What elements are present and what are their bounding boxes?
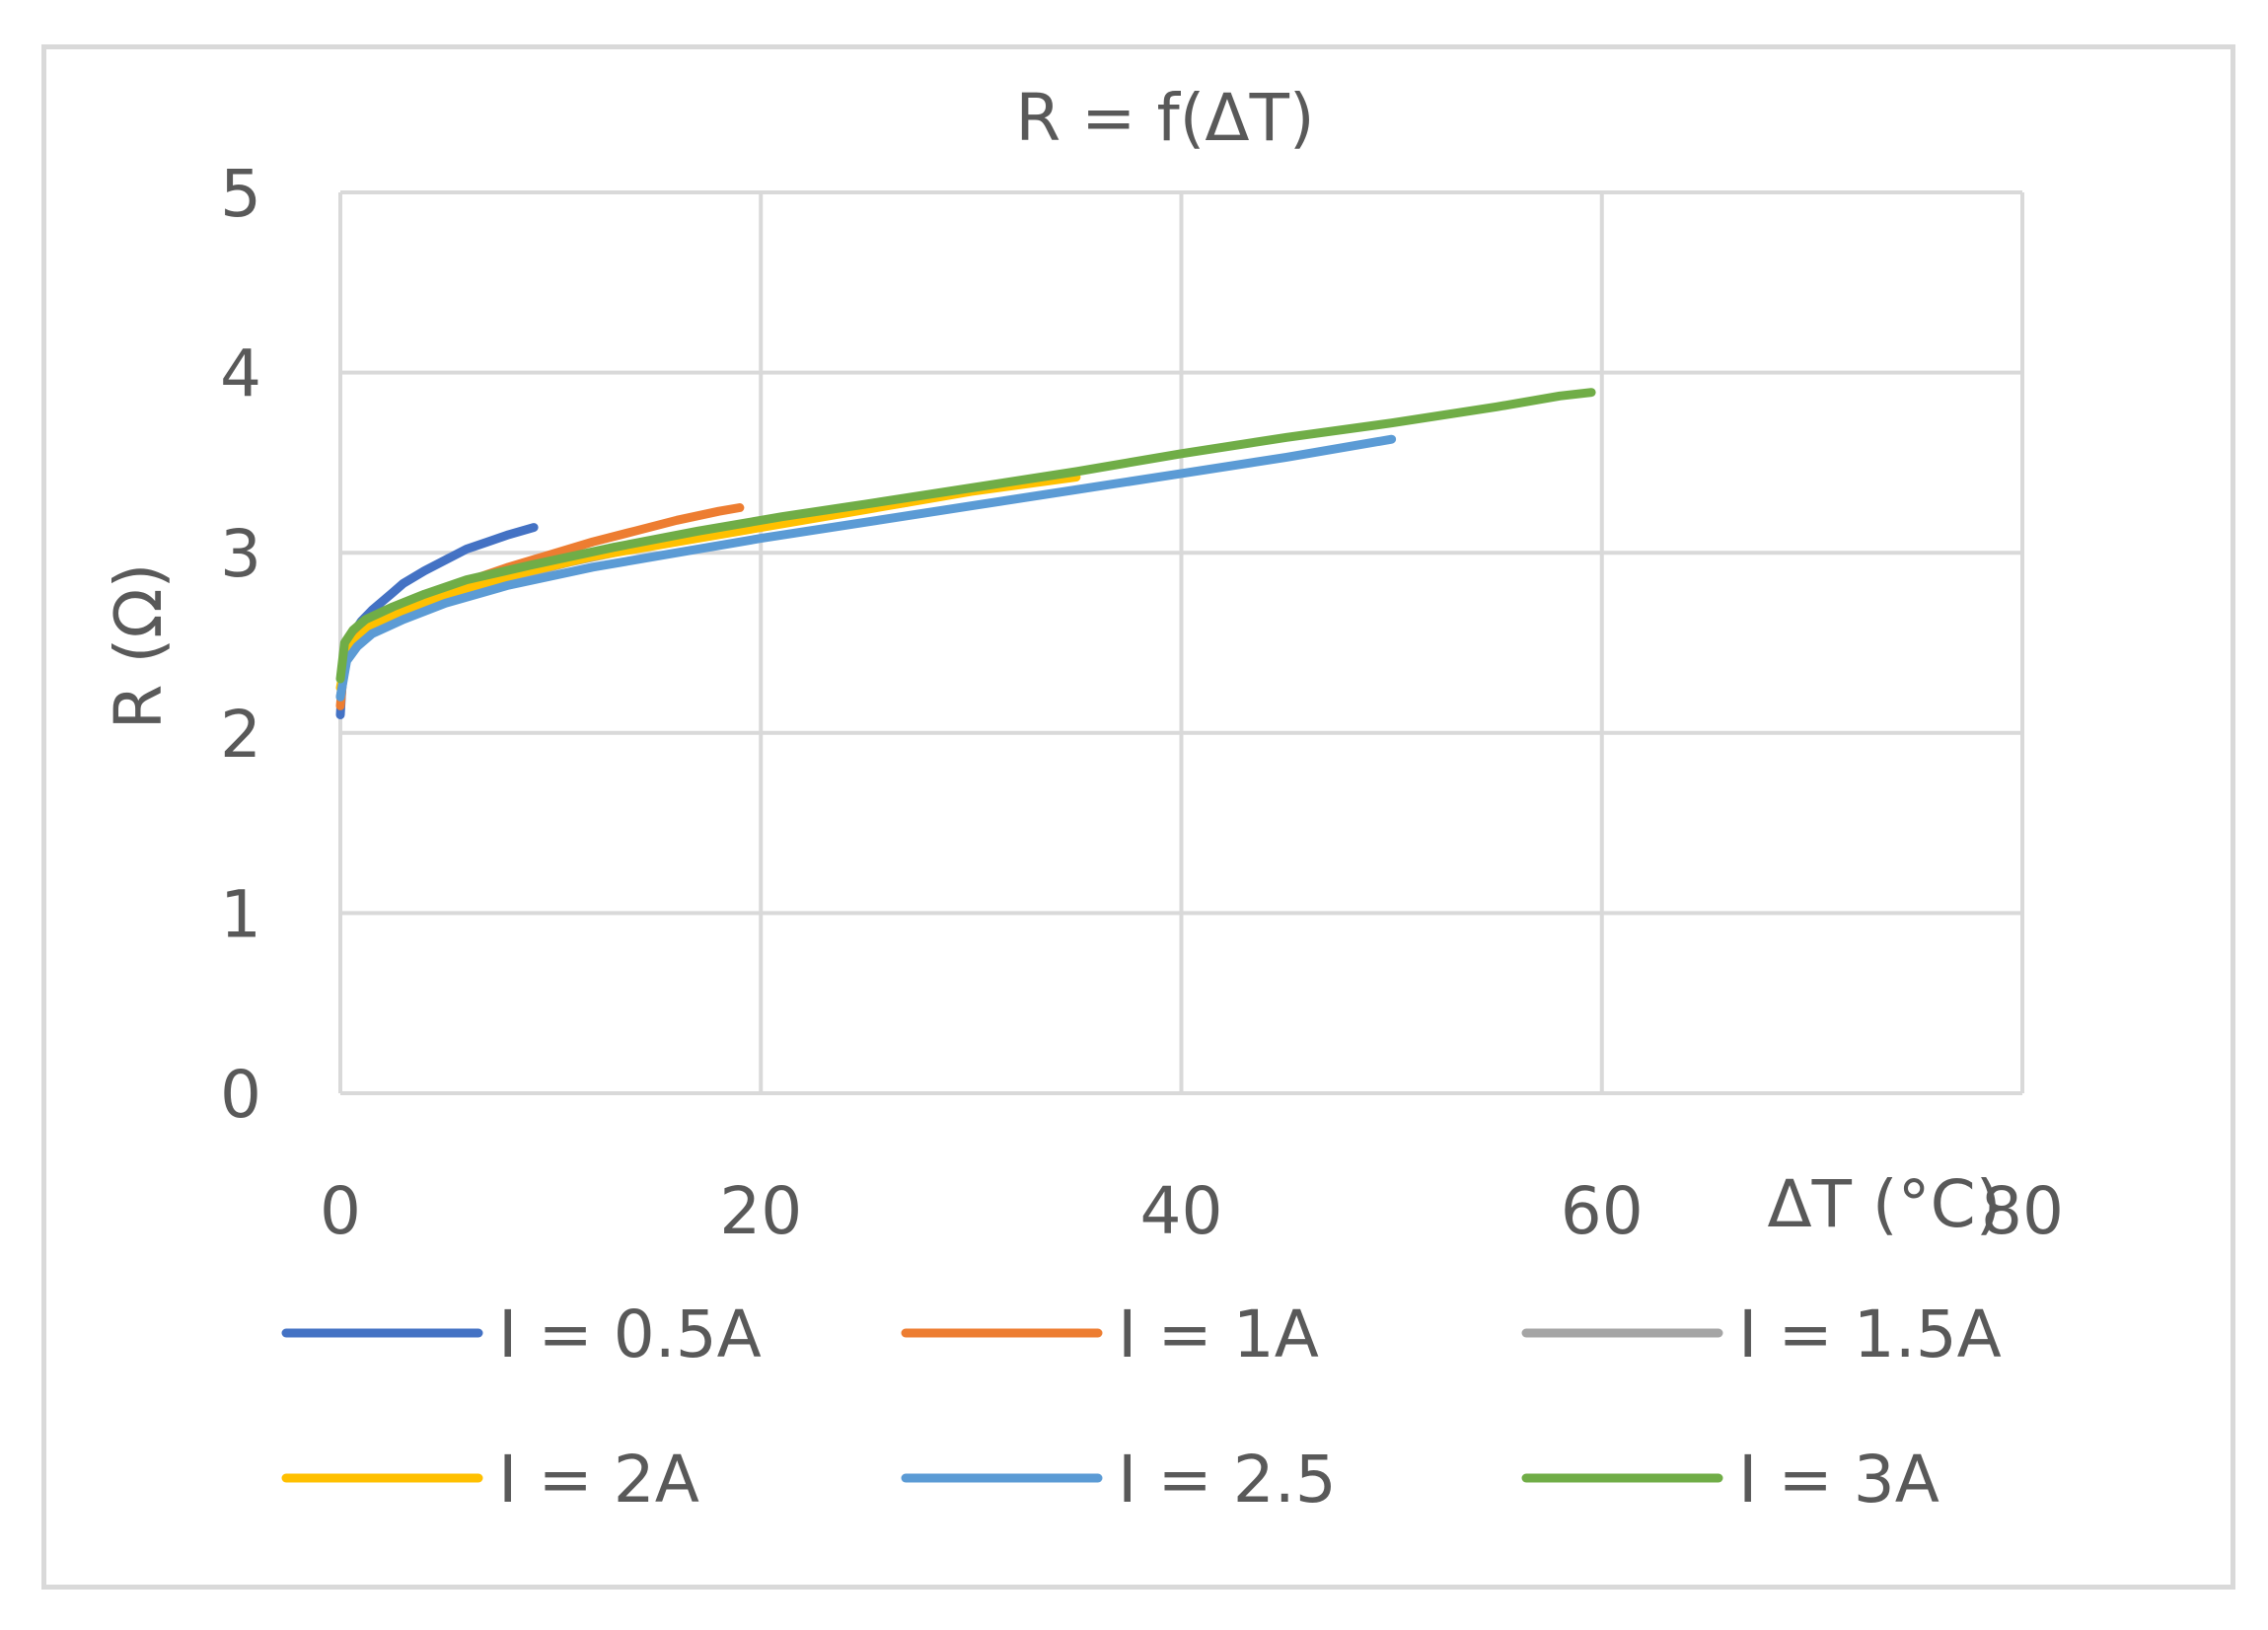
x-tick-label-0: 0 [320,1173,361,1249]
x-tick-label-2: 40 [1140,1173,1223,1249]
tick-labels: 0 1 2 3 4 5 0 20 40 60 80 [220,156,2064,1249]
x-tick-label-3: 60 [1561,1173,1644,1249]
grid-lines [338,190,2024,1095]
legend: I = 0.5A I = 1A I = 1.5A I = 2A I = 2.5 I = 3… [281,1297,2002,1518]
series-line-5 [335,434,1397,702]
legend-item-2[interactable]: I = 1A [901,1297,1319,1372]
legend-label: I = 2.5 [1118,1442,1337,1518]
legend-label: I = 3A [1738,1442,1939,1518]
legend-item-6[interactable]: I = 3A [1521,1442,1939,1518]
legend-label: I = 0.5A [498,1297,762,1372]
y-tick-label-2: 2 [220,697,261,773]
y-tick-label-5: 5 [220,156,261,232]
legend-label: I = 2A [498,1442,699,1518]
series-line-4 [335,473,1081,693]
chart-title: R = f(ΔT) [1015,80,1314,156]
x-tick-label-1: 20 [719,1173,802,1249]
y-tick-label-0: 0 [220,1057,261,1133]
x-tick-label-4: 80 [1981,1173,2064,1249]
legend-item-5[interactable]: I = 2.5 [901,1442,1337,1518]
series-line-6 [335,388,1596,684]
legend-item-3[interactable]: I = 1.5A [1521,1297,2002,1372]
legend-label: I = 1.5A [1738,1297,2002,1372]
legend-item-1[interactable]: I = 0.5A [281,1297,762,1372]
x-axis-label: ΔT (°C) [1767,1166,2001,1242]
series-lines [335,388,1596,719]
y-tick-label-1: 1 [220,876,261,952]
y-axis-label: R (Ω) [101,563,177,730]
legend-label: I = 1A [1118,1297,1319,1372]
y-tick-label-4: 4 [220,336,261,412]
y-tick-label-3: 3 [220,516,261,592]
legend-item-4[interactable]: I = 2A [281,1442,699,1518]
